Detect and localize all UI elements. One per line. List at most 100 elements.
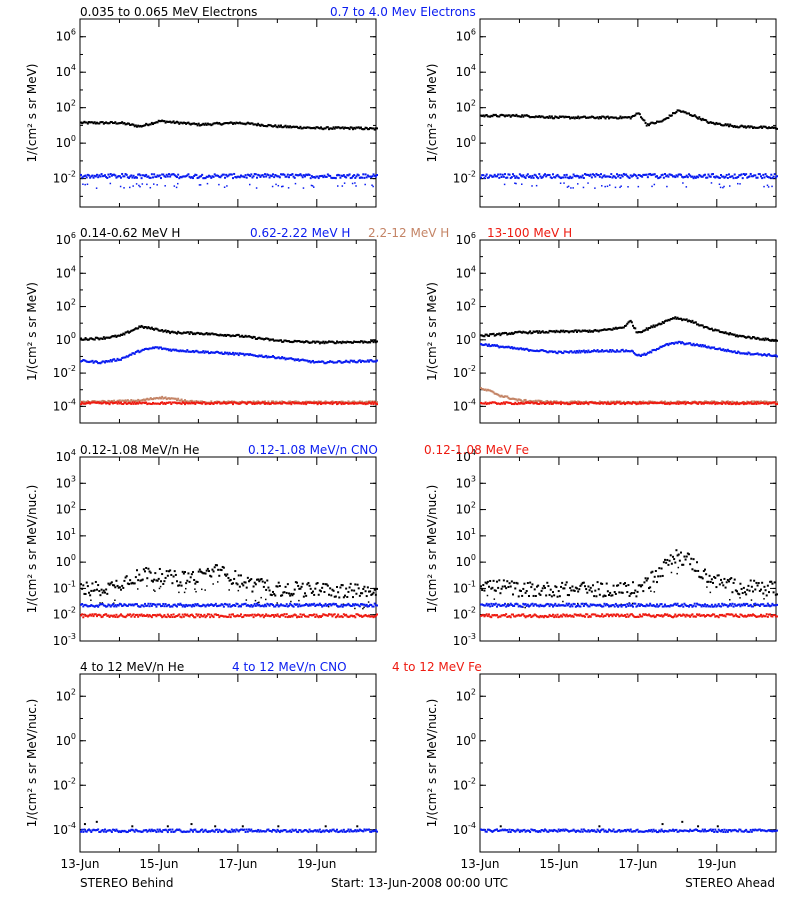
data-point (262, 338, 265, 341)
data-point (754, 174, 757, 177)
data-point (660, 322, 663, 325)
data-point (316, 175, 319, 178)
data-point (351, 182, 354, 185)
data-point (616, 349, 618, 352)
data-point (278, 400, 281, 403)
data-point (766, 353, 769, 356)
data-point (85, 581, 88, 584)
data-point (172, 173, 175, 176)
data-point (731, 403, 734, 406)
data-point (730, 403, 733, 406)
data-point (613, 327, 616, 330)
data-point (354, 401, 357, 404)
data-point (213, 604, 216, 607)
data-point (738, 401, 741, 404)
data-point (338, 401, 341, 404)
data-point (353, 359, 356, 362)
data-point (315, 360, 318, 363)
data-point (555, 615, 558, 618)
data-point (766, 602, 769, 605)
data-point (530, 176, 533, 179)
y-tick-label: 102 (56, 99, 76, 115)
data-point (281, 594, 284, 597)
data-point (765, 126, 768, 129)
data-point (322, 613, 325, 616)
data-point (291, 615, 294, 618)
data-point (763, 176, 766, 179)
data-point (642, 173, 645, 176)
data-point (504, 402, 506, 405)
data-point (630, 401, 633, 404)
data-point (493, 598, 496, 600)
data-point (328, 603, 330, 606)
data-point (185, 614, 188, 617)
data-point (95, 187, 98, 189)
data-point (128, 401, 130, 404)
data-point (365, 360, 368, 363)
data-point (516, 582, 519, 585)
data-point (554, 176, 557, 179)
data-point (532, 604, 535, 607)
data-point (486, 334, 489, 337)
data-point (300, 402, 303, 405)
data-point (701, 117, 704, 120)
data-point (574, 605, 577, 608)
data-point (227, 174, 230, 177)
data-point (676, 342, 679, 345)
data-point (530, 586, 533, 589)
data-point (688, 401, 690, 404)
data-point (713, 605, 716, 608)
data-point (137, 402, 140, 405)
data-point (149, 123, 152, 126)
data-point (697, 344, 700, 347)
data-point (691, 319, 694, 322)
data-point (713, 401, 716, 404)
data-point (221, 615, 224, 618)
data-point (296, 402, 298, 405)
data-point (120, 121, 122, 124)
data-point (293, 613, 296, 616)
data-point (677, 402, 680, 405)
data-point (500, 587, 503, 590)
data-point (579, 605, 582, 608)
data-point (257, 173, 260, 176)
data-point (182, 350, 185, 353)
data-point (480, 176, 482, 179)
data-point (116, 584, 119, 587)
data-point (555, 586, 558, 589)
data-point (482, 344, 485, 347)
data-point (536, 115, 538, 118)
data-point (696, 116, 698, 119)
data-point (302, 595, 305, 598)
data-point (259, 615, 262, 618)
data-point (210, 603, 213, 606)
data-point (770, 126, 773, 129)
data-point (108, 360, 111, 363)
data-point (131, 329, 134, 332)
data-point (507, 615, 510, 618)
data-point (93, 605, 96, 608)
data-point (554, 331, 557, 334)
data-point (590, 350, 593, 353)
data-point (289, 174, 292, 177)
data-point (313, 186, 315, 188)
data-point (758, 126, 761, 129)
data-point (481, 387, 484, 390)
data-point (147, 602, 150, 605)
data-point (683, 602, 686, 605)
data-point (580, 350, 583, 353)
data-point (237, 175, 240, 178)
data-point (720, 123, 722, 126)
data-point (304, 175, 306, 178)
data-point (148, 123, 151, 126)
data-point (268, 589, 271, 592)
data-point (212, 583, 214, 585)
data-point (556, 595, 559, 598)
data-point (490, 174, 493, 177)
data-point (669, 114, 672, 117)
data-point (317, 616, 320, 619)
data-point (737, 402, 740, 405)
data-point (124, 356, 127, 359)
data-point (107, 173, 110, 176)
series-black (80, 324, 378, 345)
